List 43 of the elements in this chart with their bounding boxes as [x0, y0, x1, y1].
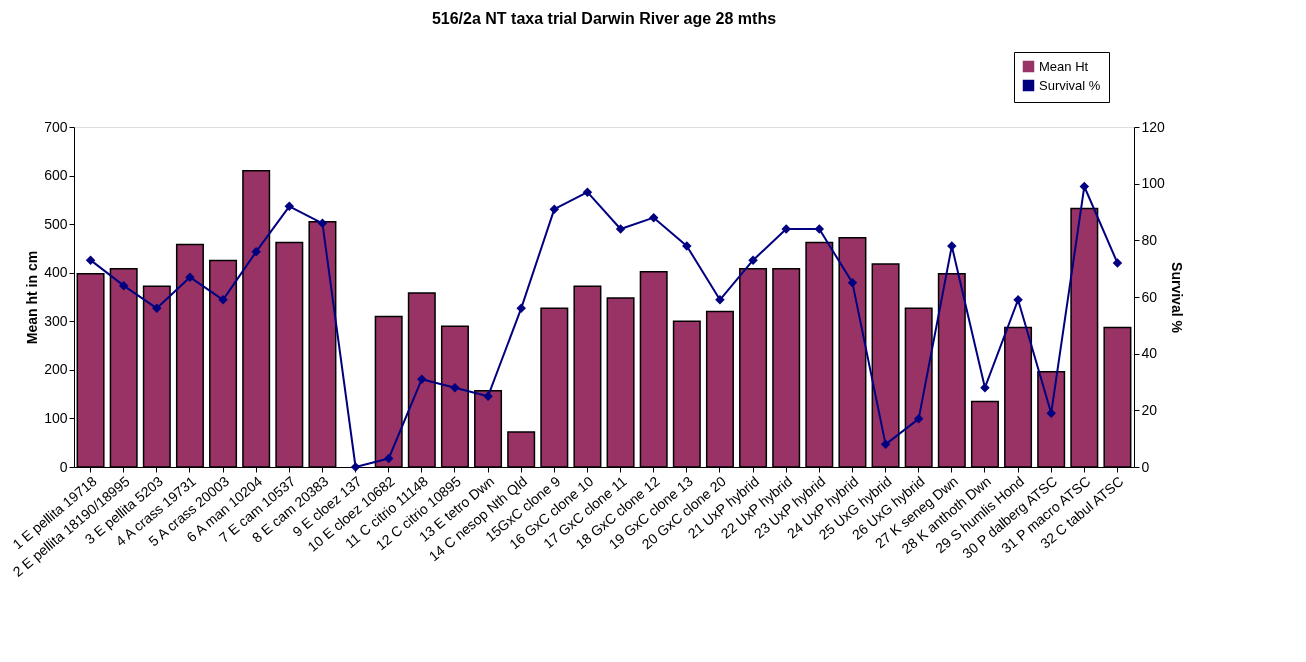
point [118, 280, 129, 291]
y-tick-label: 600 [44, 167, 68, 184]
point [383, 453, 394, 464]
point [582, 187, 593, 197]
y-tick-label: 300 [44, 312, 68, 329]
point [450, 382, 460, 393]
y-tick-label: 0 [59, 458, 68, 475]
point [417, 374, 427, 384]
y2-tick-label: 80 [1141, 231, 1158, 248]
y2-axis-title: Survival % [1168, 262, 1185, 334]
point [1112, 258, 1123, 268]
y-tick-label: 500 [44, 215, 68, 232]
point [1079, 181, 1090, 192]
point [549, 204, 560, 214]
y2-tick-label: 100 [1141, 175, 1166, 192]
point [350, 462, 361, 472]
y2-tick-label: 60 [1141, 288, 1158, 305]
point [880, 439, 891, 450]
point [814, 224, 825, 234]
point [251, 246, 261, 257]
point [913, 414, 924, 424]
point [615, 224, 626, 234]
y-tick-label: 200 [44, 361, 68, 378]
chart-title: 516/2a NT taxa trial Darwin River age 28 mths [431, 9, 777, 27]
point [516, 303, 526, 314]
point [980, 382, 990, 393]
y-tick-label: 700 [44, 118, 68, 135]
y2-tick-label: 40 [1141, 345, 1158, 362]
y-tick-label: 100 [44, 409, 68, 426]
y2-tick-label: 0 [1141, 458, 1150, 475]
legend-label: Survival % [1039, 77, 1101, 93]
point [317, 218, 328, 229]
point [152, 303, 162, 314]
y-axis-title: Mean ht in cm [24, 250, 41, 345]
legend-label: Mean Ht [1039, 58, 1089, 74]
point [85, 255, 96, 265]
y-tick-label: 400 [44, 264, 68, 281]
y2-tick-label: 120 [1141, 118, 1166, 135]
point [648, 212, 659, 223]
point [847, 278, 858, 288]
point [1046, 408, 1056, 418]
point [284, 201, 295, 212]
y2-tick-label: 20 [1141, 401, 1158, 418]
